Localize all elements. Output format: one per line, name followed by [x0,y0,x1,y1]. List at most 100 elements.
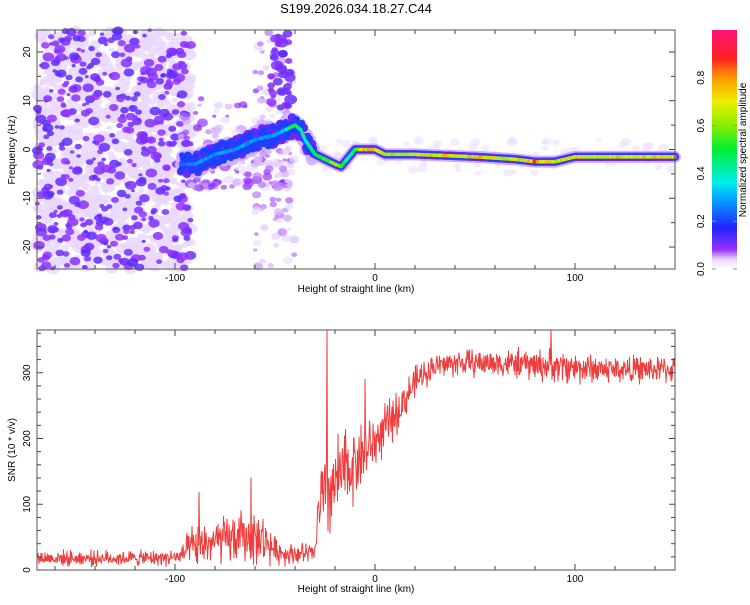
noise-blob [89,73,100,81]
noise-blob [105,255,113,261]
noise-blob [552,139,560,146]
noise-blob [53,128,65,138]
noise-blob [33,240,45,250]
noise-blob [46,146,53,151]
noise-blob [319,145,328,152]
noise-blob [102,188,109,193]
noise-blob [62,251,70,257]
noise-blob [259,207,265,212]
noise-blob [53,209,58,213]
noise-blob [133,221,143,230]
noise-blob [91,157,96,161]
noise-blob [125,112,136,121]
ridge-mark [266,142,272,149]
noise-blob [257,70,265,76]
noise-blob [123,68,135,77]
noise-blob [93,204,101,211]
noise-blob [282,158,288,162]
noise-blob [72,160,84,169]
noise-blob [124,95,132,101]
noise-blob [165,147,173,152]
x-tick-label: -100 [165,273,185,284]
noise-blob [49,228,56,233]
noise-blob [110,240,118,247]
spectrogram-xlabel: Height of straight line (km) [298,284,415,295]
noise-blob [185,41,196,49]
noise-blob [74,179,85,187]
ridge-mark [206,161,212,168]
noise-blob [123,229,130,235]
noise-blob [126,158,133,164]
noise-blob [109,133,116,138]
noise-blob [147,47,159,56]
noise-blob [84,242,95,251]
noise-blob [100,182,107,187]
colorbar-label: Normalized spectral amplitude [738,82,749,217]
noise-blob [180,68,189,75]
noise-blob [507,137,518,145]
noise-blob [76,154,81,158]
noise-blob [262,173,273,181]
noise-blob [75,76,84,83]
spectrogram-ylabel: Frequency (Hz) [7,116,18,185]
noise-blob [56,96,65,103]
noise-blob [82,135,90,142]
noise-blob [502,169,513,177]
noise-blob [39,61,50,70]
noise-blob [128,144,137,151]
x-tick-label: -100 [165,574,185,585]
noise-blob [193,176,201,183]
noise-blob [56,69,67,78]
noise-blob [164,80,174,88]
noise-blob [74,118,80,123]
noise-blob [80,49,85,53]
noise-blob [84,192,91,198]
noise-blob [109,159,120,168]
noise-blob [173,243,184,252]
noise-blob [175,202,187,211]
noise-blob [595,137,602,143]
noise-blob [66,93,71,97]
noise-blob [64,35,73,42]
noise-blob [197,96,205,102]
noise-blob [106,204,113,209]
noise-blob [121,235,129,240]
noise-blob [102,174,110,181]
noise-blob [97,161,105,167]
noise-blob [147,182,157,190]
noise-blob [91,93,100,101]
noise-blob [413,136,424,145]
noise-blob [65,178,78,188]
noise-blob [106,178,115,185]
noise-blob [62,173,70,180]
noise-blob [156,259,163,265]
noise-blob [111,32,123,41]
noise-blob [251,209,260,216]
noise-blob [135,178,147,187]
noise-blob [92,140,97,144]
noise-blob [40,41,50,49]
noise-blob [131,189,135,193]
noise-blob [111,51,120,59]
noise-blob [107,151,115,157]
colorbar-tick-label: 0.8 [696,70,707,84]
noise-blob [106,244,112,249]
noise-blob [164,165,171,171]
noise-blob [201,137,206,141]
noise-blob [147,138,153,143]
noise-blob [269,196,277,202]
noise-blob [135,200,143,206]
noise-blob [63,56,69,60]
noise-blob [259,258,266,264]
noise-blob [168,125,177,132]
colorbar-tick-label: 0.2 [696,214,707,228]
ridge-mark [271,140,277,147]
noise-blob [139,194,150,203]
noise-blob [269,54,279,61]
noise-blob [261,89,270,96]
noise-blob [134,263,145,271]
ridge-mark [227,138,233,145]
noise-blob [213,108,220,114]
noise-blob [285,197,294,204]
noise-blob [123,248,133,256]
